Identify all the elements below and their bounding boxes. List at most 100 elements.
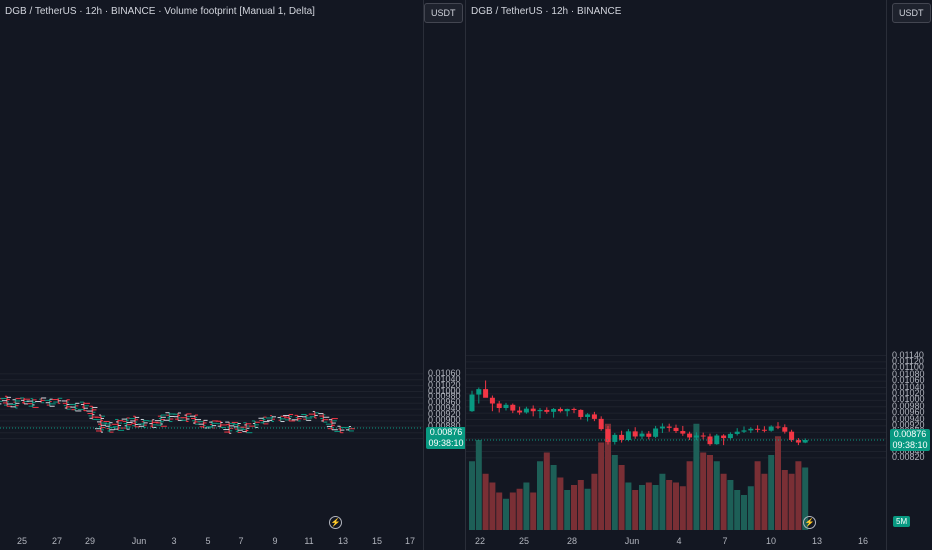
pane-divider[interactable] xyxy=(465,0,466,550)
volume-bar xyxy=(795,461,802,530)
candle-body xyxy=(564,408,570,412)
candle-body xyxy=(700,435,706,437)
volume-bar xyxy=(537,461,543,530)
volume-bar xyxy=(720,473,727,530)
volume-bar xyxy=(591,473,598,530)
time-tick-label: 16 xyxy=(857,536,869,546)
volume-bar xyxy=(639,485,645,530)
price-tick-label: 0.01120 xyxy=(892,355,924,366)
volume-bar xyxy=(496,492,503,530)
time-tick-label: 28 xyxy=(566,536,578,546)
volume-bar xyxy=(741,495,747,530)
price-tick-label: 0.00920 xyxy=(892,419,925,430)
volume-bar xyxy=(652,485,659,530)
time-tick-label: 3 xyxy=(171,536,177,546)
candle-body xyxy=(619,434,625,440)
volume-bar xyxy=(618,465,625,530)
time-tick-label: 25 xyxy=(518,536,530,546)
currency-unit-button[interactable]: USDT xyxy=(424,3,463,23)
candle-body xyxy=(598,418,604,430)
candle-body xyxy=(469,394,475,412)
candle-body xyxy=(591,414,597,419)
time-tick-label: 29 xyxy=(84,536,96,546)
currency-unit-button[interactable]: USDT xyxy=(892,3,931,23)
price-tick-label: 0.01060 xyxy=(892,375,925,386)
volume-bar xyxy=(489,482,496,530)
candle-body xyxy=(537,409,543,412)
price-tick-label: 0.01060 xyxy=(428,367,461,378)
volume-bar xyxy=(503,498,509,530)
price-tick-label: 0.01020 xyxy=(892,387,925,398)
lightning-icon[interactable]: ⚡ xyxy=(803,516,816,529)
candle-body xyxy=(646,433,652,437)
volume-bar xyxy=(768,455,775,530)
lightning-icon[interactable]: ⚡ xyxy=(329,516,342,529)
volume-bar xyxy=(700,452,707,530)
footprint-chart-pane[interactable]: DGB / TetherUS · 12h · BINANCE · Volume … xyxy=(0,0,423,550)
volume-bar xyxy=(761,473,768,530)
volume-bar xyxy=(754,461,761,530)
volume-bar xyxy=(530,492,537,530)
candle-body xyxy=(530,408,536,412)
price-tick-label: 0.00960 xyxy=(428,397,461,408)
candle-body xyxy=(734,431,740,434)
volume-bar xyxy=(659,473,666,530)
candle-body xyxy=(523,408,529,413)
price-tick-label: 0.00940 xyxy=(428,403,461,414)
candle-body xyxy=(721,435,727,439)
candle-body xyxy=(551,408,557,412)
candlestick-chart-canvas[interactable] xyxy=(466,0,886,550)
volume-bar xyxy=(775,436,781,530)
volume-bar xyxy=(605,423,611,530)
volume-bar xyxy=(550,465,557,530)
price-tick-label: 0.00980 xyxy=(892,400,925,411)
volume-bar xyxy=(713,461,720,530)
candlestick-chart-title: DGB / TetherUS · 12h · BINANCE xyxy=(471,6,622,17)
candle-body xyxy=(483,389,489,398)
candlestick-price-axis[interactable]: USDT 0.01140 0.01120 0.01100 0.01080 0.01060… xyxy=(886,0,932,550)
volume-bar xyxy=(611,455,618,530)
time-tick-label: 22 xyxy=(474,536,486,546)
candle-body xyxy=(557,408,563,412)
candle-body xyxy=(489,397,495,404)
volume-bar xyxy=(666,480,673,530)
volume-bar xyxy=(475,440,482,530)
candle-body xyxy=(653,428,659,437)
volume-bar xyxy=(673,482,679,530)
candle-body xyxy=(802,440,808,443)
volume-bar xyxy=(679,486,686,530)
last-price: 0.00876 xyxy=(429,427,463,437)
candle-body xyxy=(571,408,577,410)
footprint-price-axis[interactable]: USDT 0.01060 0.01040 0.01020 0.01000 0.00980… xyxy=(423,0,466,550)
volume-bar xyxy=(557,477,564,530)
volume-bar xyxy=(781,470,788,530)
candle-body xyxy=(476,389,482,395)
price-tick-label: 0.00880 xyxy=(428,420,461,431)
volume-bar xyxy=(577,480,584,530)
candle-body xyxy=(789,431,795,440)
volume-bar xyxy=(802,467,809,530)
price-tick-label: 0.01100 xyxy=(892,362,924,373)
bar-countdown: 09:38:10 xyxy=(428,438,464,448)
candle-body xyxy=(782,427,788,432)
candle-body xyxy=(673,427,679,432)
price-tick-label: 0.00940 xyxy=(892,413,925,424)
price-tick-label: 0.00820 xyxy=(892,451,925,462)
candle-body xyxy=(578,409,584,417)
candle-body xyxy=(510,404,516,411)
time-tick-label: 9 xyxy=(272,536,278,546)
price-tick-label: 0.01080 xyxy=(892,368,925,379)
footprint-chart-canvas[interactable] xyxy=(0,0,423,550)
candle-body xyxy=(496,403,502,408)
time-tick-label: 5 xyxy=(205,536,211,546)
volume-bar xyxy=(632,490,639,530)
volume-tag: 5M xyxy=(893,516,911,527)
candle-body xyxy=(727,433,733,439)
volume-bar xyxy=(747,486,754,530)
time-tick-label: 17 xyxy=(404,536,416,546)
candle-body xyxy=(625,431,631,440)
candle-body xyxy=(639,433,645,437)
candle-body xyxy=(605,429,611,442)
candlestick-chart-pane[interactable]: DGB / TetherUS · 12h · BINANCE ⚡ 22 25 28 J… xyxy=(466,0,886,550)
volume-bar xyxy=(788,473,795,530)
